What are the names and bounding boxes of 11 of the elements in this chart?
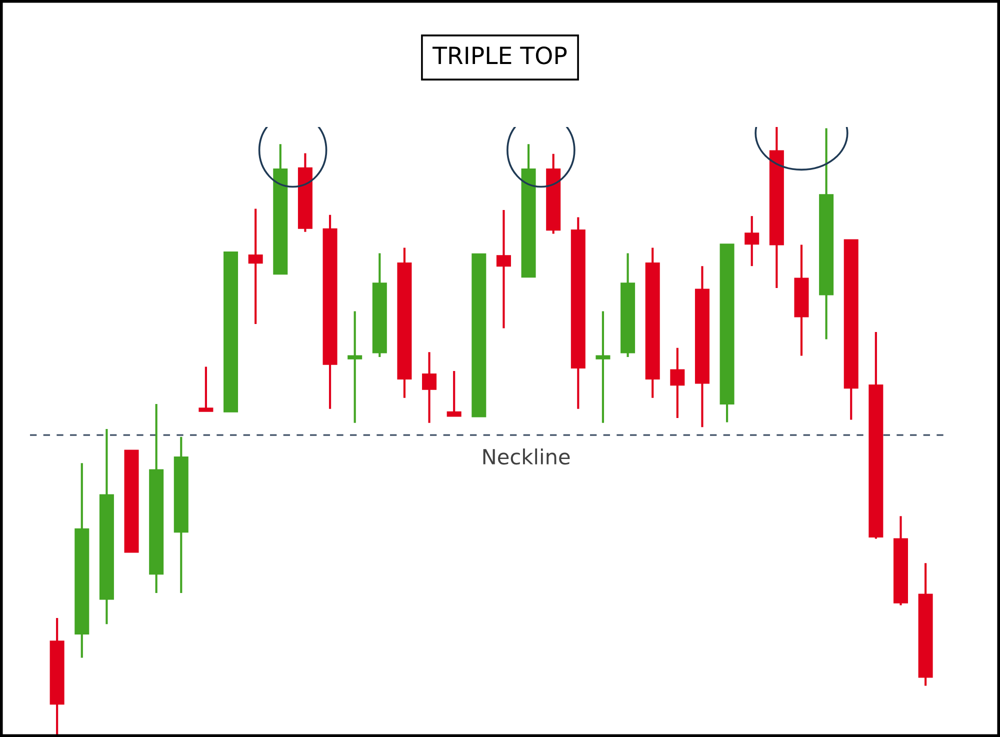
candlestick bbox=[596, 310, 610, 424]
ref-line-label: Neckline bbox=[483, 448, 570, 465]
candlestick bbox=[422, 351, 437, 424]
chart-title: TRIPLE TOP bbox=[432, 46, 567, 64]
candlestick bbox=[348, 310, 362, 424]
candlestick bbox=[670, 346, 685, 420]
candlestick bbox=[744, 215, 760, 268]
candlestick bbox=[446, 370, 462, 418]
candlestick bbox=[198, 366, 214, 412]
candlestick bbox=[248, 208, 263, 326]
candlestick bbox=[496, 208, 511, 330]
